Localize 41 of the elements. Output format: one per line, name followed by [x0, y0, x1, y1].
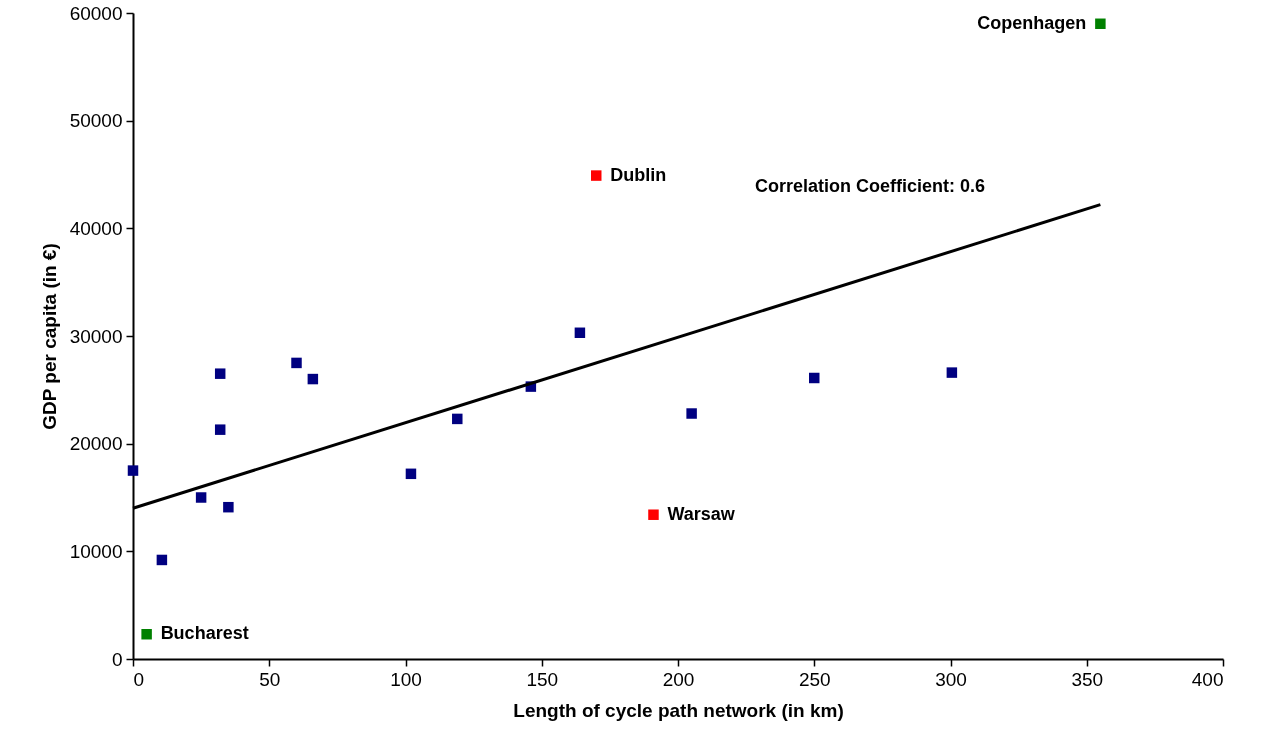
point — [809, 372, 820, 384]
x-tick-label: 150 — [526, 668, 559, 690]
point — [405, 468, 417, 480]
y-tick-label: 0 — [111, 648, 123, 670]
x-axis-title: Length of cycle path network (in km) — [513, 699, 844, 721]
y-tick-label: 20000 — [69, 433, 123, 455]
x-tick-label: 250 — [798, 668, 831, 690]
annotation: Correlation Coefficient: 0.6 — [754, 176, 986, 196]
x-tick-label: 0 — [133, 668, 145, 690]
point — [141, 628, 152, 640]
point — [127, 465, 139, 476]
y-tick-label: 50000 — [69, 110, 123, 132]
point — [156, 554, 168, 566]
point — [195, 492, 207, 503]
point — [214, 368, 226, 379]
point — [648, 509, 659, 520]
point — [1095, 18, 1106, 30]
y-tick-label: 10000 — [69, 540, 123, 562]
x-tick-label: 300 — [935, 668, 967, 690]
point — [686, 408, 697, 419]
x-tick-label: 350 — [1071, 668, 1104, 690]
y-tick-label: 30000 — [69, 325, 123, 347]
x-tick-label: 400 — [1191, 668, 1224, 690]
point — [591, 170, 602, 181]
y-tick-label: 60000 — [69, 2, 123, 24]
y-tick-label: 40000 — [69, 217, 123, 239]
y-axis-title: GDP per capita (in €) — [38, 243, 60, 430]
x-tick-label: 100 — [390, 668, 422, 690]
annotation: Dublin — [610, 164, 667, 185]
point — [291, 357, 302, 369]
point — [214, 424, 226, 435]
point — [307, 373, 319, 385]
point — [946, 367, 958, 378]
annotation: Bucharest — [160, 623, 249, 644]
annotation: Copenhagen — [977, 12, 1087, 33]
x-tick-label: 50 — [259, 668, 281, 690]
point — [452, 413, 463, 425]
point — [574, 327, 586, 339]
point — [223, 501, 234, 513]
x-tick-label: 200 — [662, 668, 695, 690]
annotation: Warsaw — [667, 503, 736, 524]
